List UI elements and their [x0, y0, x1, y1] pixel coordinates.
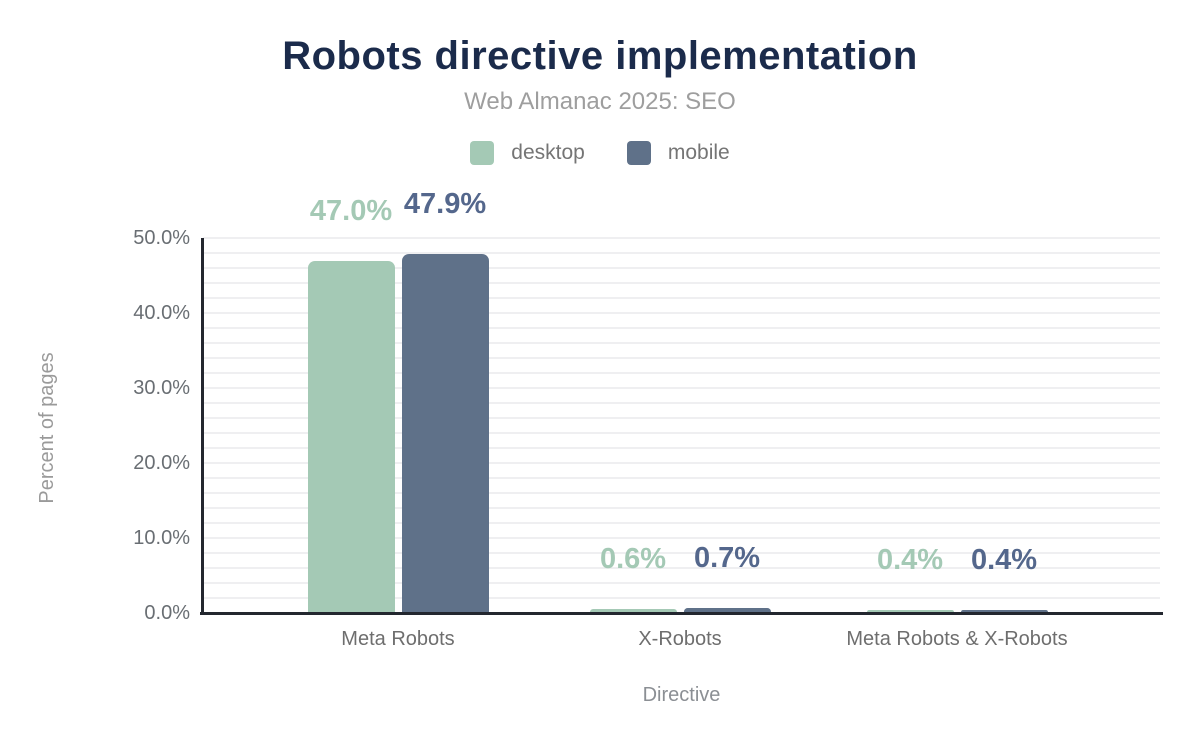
- legend-item-desktop[interactable]: desktop: [470, 141, 585, 165]
- gridline: [203, 417, 1160, 419]
- gridline: [203, 297, 1160, 299]
- y-tick-label: 50.0%: [133, 227, 190, 249]
- bar-value-label-mobile-1: 0.7%: [693, 541, 761, 574]
- gridline: [203, 267, 1160, 269]
- gridline: [203, 402, 1160, 404]
- gridline: [203, 462, 1160, 464]
- gridline: [203, 372, 1160, 374]
- gridline: [203, 357, 1160, 359]
- gridline: [203, 522, 1160, 524]
- bar-value-label-mobile-0: 47.9%: [403, 187, 487, 220]
- y-tick-label: 0.0%: [144, 602, 190, 624]
- gridline: [203, 312, 1160, 314]
- x-axis-line: [200, 612, 1163, 615]
- bar-mobile-0: [401, 253, 489, 615]
- y-axis-title: Percent of pages: [36, 352, 58, 504]
- gridline: [203, 342, 1160, 344]
- gridline: [203, 597, 1160, 599]
- y-tick-label: 20.0%: [133, 452, 190, 474]
- gridline: [203, 477, 1160, 479]
- gridline: [203, 282, 1160, 284]
- x-axis-title: Directive: [642, 684, 721, 706]
- bar-value-label-desktop-2: 0.4%: [876, 544, 944, 576]
- gridline: [203, 447, 1160, 449]
- bar-value-label-desktop-1: 0.6%: [599, 542, 667, 575]
- gridline: [203, 552, 1160, 554]
- bar-desktop-1: [589, 608, 677, 615]
- x-category-label-1: X-Robots: [638, 628, 722, 650]
- bar-mobile-1: [683, 607, 771, 615]
- y-tick-label: 40.0%: [133, 302, 190, 324]
- gridline: [203, 252, 1160, 254]
- bar-value-label-mobile-2: 0.4%: [970, 544, 1038, 576]
- gridline: [203, 327, 1160, 329]
- y-tick-label: 10.0%: [133, 527, 190, 549]
- chart-subtitle: Web Almanac 2025: SEO: [464, 88, 736, 115]
- bar-value-label-desktop-0: 47.0%: [309, 194, 393, 227]
- gridline: [203, 237, 1160, 239]
- gridline: [203, 582, 1160, 584]
- legend-item-mobile[interactable]: mobile: [626, 141, 730, 165]
- bar-desktop-0: [307, 260, 395, 615]
- gridline: [203, 432, 1160, 434]
- y-axis-line: [201, 238, 204, 615]
- gridline: [203, 387, 1160, 389]
- legend-label-mobile: mobile: [667, 141, 730, 164]
- gridline: [203, 537, 1160, 539]
- mobile-series-swatch-icon: [626, 141, 651, 165]
- chart-title: Robots directive implementation: [282, 34, 918, 78]
- gridline: [203, 567, 1160, 569]
- y-tick-label: 30.0%: [133, 377, 190, 399]
- x-category-label-2: Meta Robots & X-Robots: [846, 628, 1068, 650]
- desktop-series-swatch-icon: [470, 141, 495, 165]
- x-category-label-0: Meta Robots: [341, 628, 455, 650]
- legend-label-desktop: desktop: [511, 141, 585, 164]
- gridline: [203, 492, 1160, 494]
- legend: desktop mobile: [0, 141, 1200, 165]
- gridline: [203, 507, 1160, 509]
